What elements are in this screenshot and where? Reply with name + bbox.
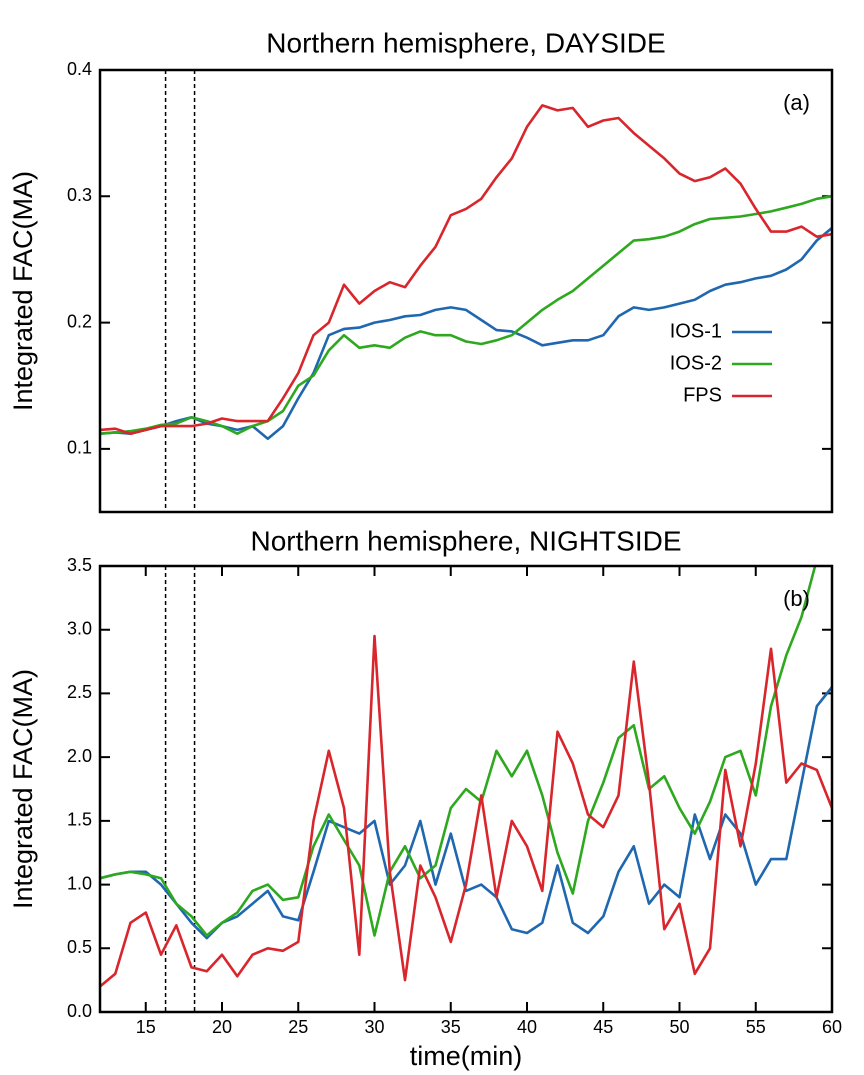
y-axis-label: Integrated FAC(MA) [8, 669, 38, 909]
y-tick-label: 2.5 [67, 682, 92, 702]
legend-label: IOS-2 [670, 352, 722, 374]
y-tick-label: 1.5 [67, 810, 92, 830]
y-tick-label: 3.0 [67, 618, 92, 638]
x-tick-label: 30 [364, 1017, 384, 1037]
x-tick-label: 50 [669, 1017, 689, 1037]
y-tick-label: 0.4 [67, 59, 92, 79]
legend-label: IOS-1 [670, 320, 722, 342]
y-tick-label: 0.0 [67, 1001, 92, 1021]
y-tick-label: 0.3 [67, 185, 92, 205]
legend-label: FPS [683, 384, 722, 406]
x-tick-label: 60 [822, 1017, 842, 1037]
chart-title: Northern hemisphere, DAYSIDE [266, 27, 665, 58]
y-axis-label: Integrated FAC(MA) [8, 171, 38, 411]
x-axis-label: time(min) [410, 1041, 523, 1071]
plot-frame [98, 564, 834, 1014]
x-tick-label: 45 [593, 1017, 613, 1037]
panel-label: (b) [783, 586, 810, 611]
series-line [100, 104, 832, 435]
y-tick-label: 0.5 [67, 937, 92, 957]
y-tick-label: 1.0 [67, 873, 92, 893]
y-tick-label: 0.2 [67, 311, 92, 331]
y-tick-label: 3.5 [67, 555, 92, 575]
plot-frame [98, 68, 834, 514]
series-line [100, 634, 832, 988]
x-tick-label: 25 [288, 1017, 308, 1037]
series-line [100, 226, 832, 441]
y-tick-label: 0.1 [67, 438, 92, 458]
x-tick-label: 55 [746, 1017, 766, 1037]
x-tick-label: 35 [441, 1017, 461, 1037]
x-tick-label: 40 [517, 1017, 537, 1037]
x-tick-label: 15 [136, 1017, 156, 1037]
series-line [100, 566, 817, 937]
panel-label: (a) [783, 90, 810, 115]
y-tick-label: 2.0 [67, 746, 92, 766]
series-line [100, 195, 832, 435]
chart-title: Northern hemisphere, NIGHTSIDE [250, 525, 681, 556]
x-tick-label: 20 [212, 1017, 232, 1037]
